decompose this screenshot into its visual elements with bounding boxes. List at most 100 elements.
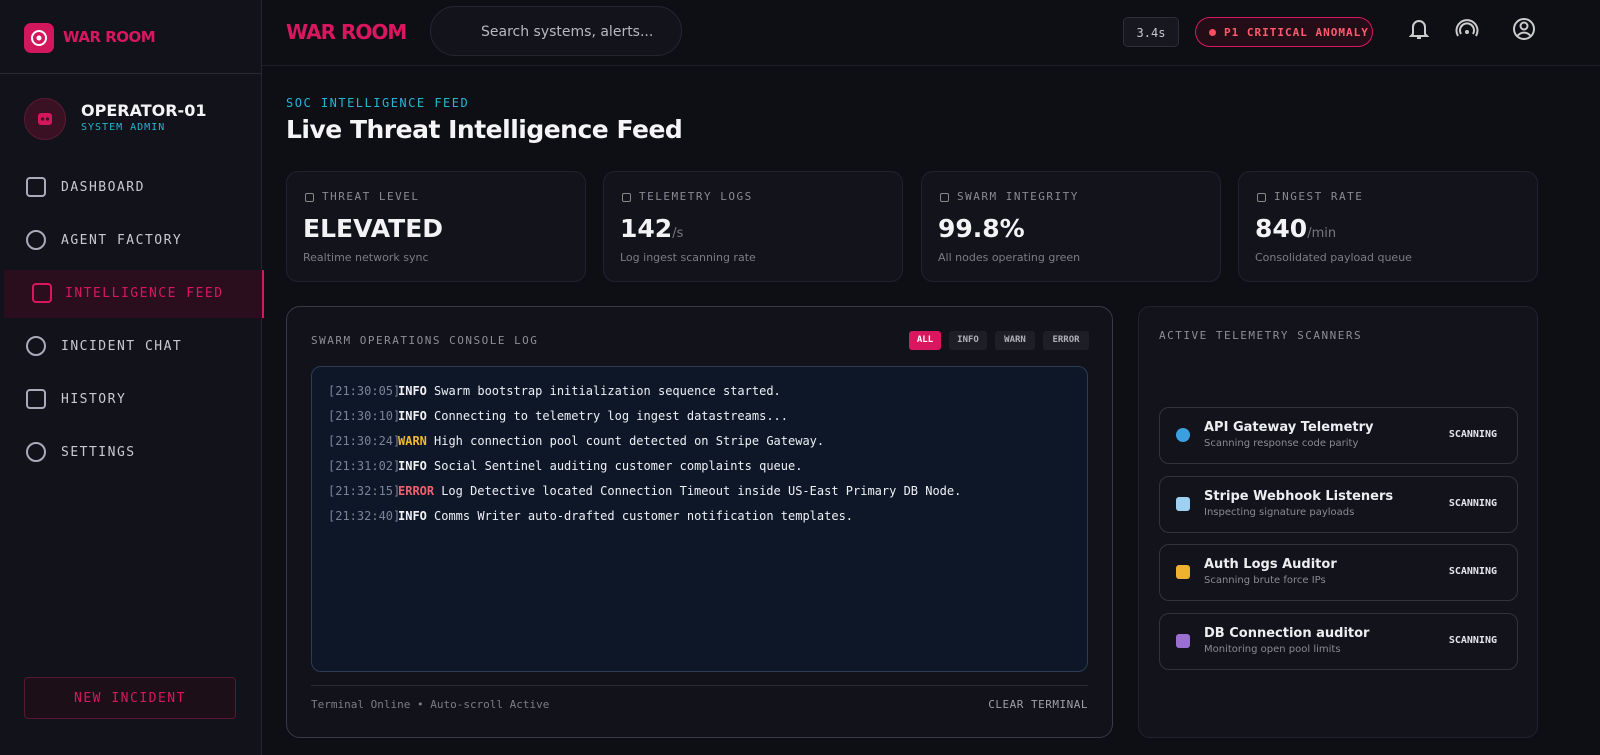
nav-icon [26,442,46,462]
log-message: Connecting to telemetry log ingest datas… [434,409,789,423]
notifications-icon[interactable] [1408,17,1430,45]
nav-item[interactable]: SETTINGS [4,429,260,477]
stat-card: THREAT LEVEL ELEVATED Realtime network syn… [286,171,586,282]
stat-value: 99.8% [938,214,1025,243]
alert-text: P1 CRITICAL ANOMALY [1224,26,1369,39]
filter-button[interactable]: ALL [909,331,941,350]
search-box[interactable]: Search systems, alerts... [430,6,682,56]
broadcast-icon[interactable] [1455,18,1479,44]
nav-label: DASHBOARD [61,180,145,195]
nav-item[interactable]: AGENT FACTORY [4,217,260,265]
log-time: [21:30:05] [328,384,401,398]
filter-button[interactable]: WARN [995,331,1035,350]
log-message: Social Sentinel auditing customer compla… [434,459,803,473]
avatar [24,98,66,140]
nav-icon [26,177,46,197]
user-role: SYSTEM ADMIN [81,122,166,133]
nav-label: INTELLIGENCE FEED [65,286,224,301]
scanner-status: SCANNING [1448,497,1497,509]
nav-label: AGENT FACTORY [61,233,183,248]
log-message: Comms Writer auto-drafted customer notif… [434,509,854,523]
logo [24,23,54,53]
stat-note: Consolidated payload queue [1255,251,1412,264]
console-panel: SWARM OPERATIONS CONSOLE LOG ALL INFO WARN E… [286,306,1113,738]
nav-item[interactable]: HISTORY [4,376,260,424]
stat-card: TELEMETRY LOGS 142/s Log ingest scanning r… [603,171,903,282]
scanner-icon [1176,496,1190,511]
log-time: [21:31:02] [328,459,401,473]
nav-icon [26,230,46,250]
stat-icon [1257,193,1266,202]
scanner-desc: Monitoring open pool limits [1204,643,1341,655]
log-level: INFO [398,409,427,423]
user-name: OPERATOR-01 [81,101,207,120]
log-level: INFO [398,509,427,523]
nav-label: SETTINGS [61,445,136,460]
scanner-status: SCANNING [1448,566,1497,577]
stat-value: ELEVATED [303,214,444,243]
scanner-name: Auth Logs Auditor [1204,557,1337,572]
terminal: [21:30:05] INFO Swarm bootstrap initializa… [311,366,1088,672]
scanner-status: SCANNING [1448,634,1497,646]
log-time: [21:30:24] [328,434,401,448]
stat-value: 142/s [620,214,684,243]
scanner-status: SCANNING [1448,429,1497,440]
scanner-item: API Gateway Telemetry Scanning response c… [1159,407,1518,464]
brand: WAR ROOM [63,28,156,46]
top-brand: WAR ROOM [286,20,407,44]
stat-unit: /s [672,226,684,241]
new-incident-button[interactable]: NEW INCIDENT [24,677,236,719]
filter-label: ERROR [1052,335,1080,345]
log-message: High connection pool count detected on S… [434,434,825,448]
log-time: [21:30:10] [328,409,401,423]
stat-value: 840/min [1255,214,1337,243]
nav-item[interactable]: INTELLIGENCE FEED [4,270,264,318]
clear-button[interactable]: CLEAR TERMINAL [988,698,1088,711]
stat-label: INGEST RATE [1274,190,1364,203]
latency-value: 3.4s [1136,26,1166,40]
stat-icon [940,193,949,202]
log-time: [21:32:15] [328,484,401,498]
filter-button[interactable]: ERROR [1043,331,1089,350]
alert-pill[interactable]: P1 CRITICAL ANOMALY [1195,17,1373,47]
nav-icon [26,389,46,409]
stat-note: Log ingest scanning rate [620,251,756,264]
scanner-desc: Scanning brute force IPs [1204,575,1326,586]
nav-item[interactable]: DASHBOARD [4,164,260,212]
scanner-icon [1176,428,1190,442]
stat-card: INGEST RATE 840/min Consolidated payload q… [1238,171,1538,282]
log-time: [21:32:40] [328,509,401,523]
stat-label: SWARM INTEGRITY [957,190,1079,203]
stat-icon [305,193,314,202]
scanner-name: Stripe Webhook Listeners [1204,488,1394,504]
scanner-name: API Gateway Telemetry [1204,420,1374,435]
nav-label: INCIDENT CHAT [61,339,183,354]
scanner-panel: ACTIVE TELEMETRY SCANNERS API Gateway Tel… [1138,306,1538,738]
stat-note: All nodes operating green [938,251,1081,264]
scanner-desc: Scanning response code parity [1204,438,1359,449]
nav-label: HISTORY [61,392,127,407]
button-label: NEW INCIDENT [74,691,186,706]
log-message: Log Detective located Connection Timeout… [441,484,962,498]
scanner-item: DB Connection auditor Monitoring open poo… [1159,612,1518,670]
stat-icon [622,193,631,202]
log-level: INFO [398,459,427,473]
divider [311,685,1088,686]
scanner-icon [1176,633,1190,648]
stat-unit: /min [1307,226,1337,241]
console-title: SWARM OPERATIONS CONSOLE LOG [311,334,539,347]
scanner-item: Stripe Webhook Listeners Inspecting signa… [1159,475,1518,533]
terminal-status: Terminal Online • Auto-scroll Active [311,698,550,711]
filter-button[interactable]: INFO [949,331,987,350]
stat-label: THREAT LEVEL [322,190,420,203]
log-level: INFO [398,384,427,398]
profile-icon[interactable] [1512,17,1536,45]
nav-item[interactable]: INCIDENT CHAT [4,323,260,371]
filter-label: WARN [1004,335,1026,345]
nav-icon [32,283,52,303]
stat-card: SWARM INTEGRITY 99.8% All nodes operating … [921,171,1221,282]
search-placeholder: Search systems, alerts... [481,24,654,40]
log-level: ERROR [398,484,435,498]
scanner-title: ACTIVE TELEMETRY SCANNERS [1159,329,1363,342]
